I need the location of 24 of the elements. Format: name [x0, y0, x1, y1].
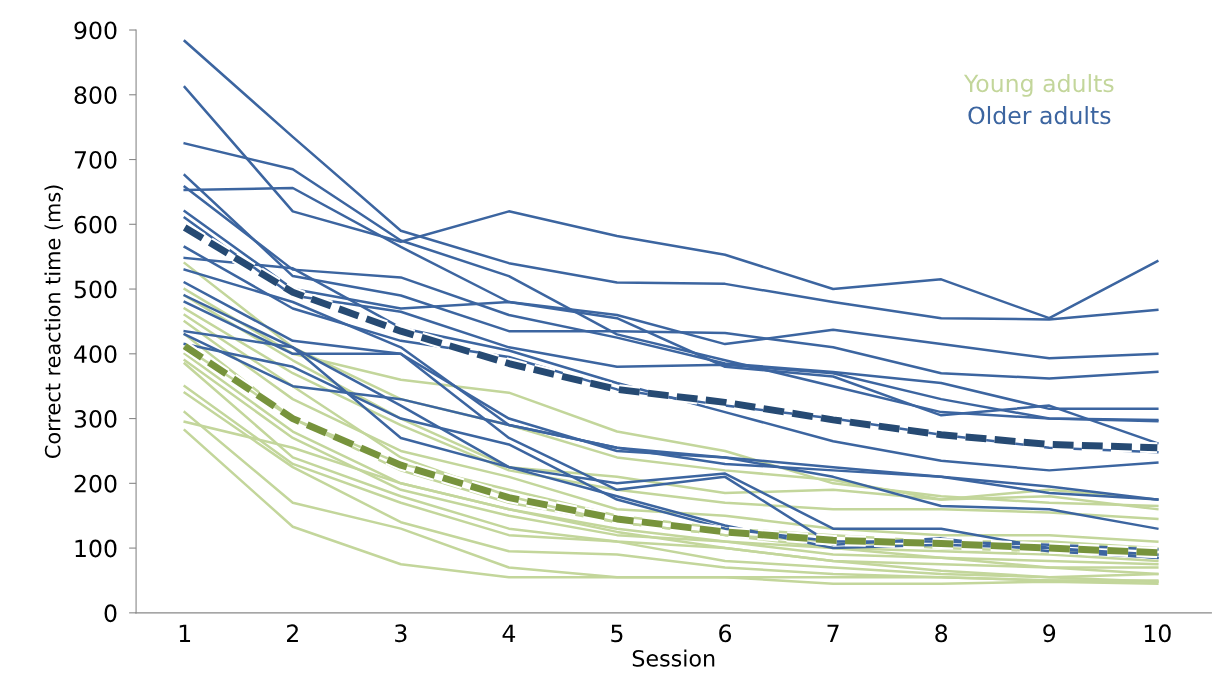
text: Older adults	[968, 106, 1111, 125]
y-tick-label: 300	[74, 410, 117, 428]
x-tick-label: 9	[1043, 624, 1056, 643]
x-tick-label: 7	[827, 624, 839, 642]
y-tick-label: 0	[104, 604, 117, 623]
x-tick-label: 5	[611, 624, 623, 643]
x-tick-label: 4	[502, 624, 516, 642]
y-tick-label: 900	[74, 21, 117, 40]
y-tick-label: 200	[74, 474, 117, 493]
y-tick-label: 500	[74, 280, 117, 299]
y-axis-title: Correct reaction time (ms)	[44, 185, 64, 458]
y-tick-label: 400	[74, 345, 117, 364]
x-axis-title: Session	[632, 649, 715, 667]
x-tick-label: 8	[935, 624, 948, 643]
y-tick-label: 800	[74, 86, 117, 105]
y-tick-label: 700	[74, 150, 117, 169]
text: Young adults	[963, 73, 1114, 97]
x-tick-label: 3	[395, 624, 407, 643]
y-tick-label: 100	[75, 539, 117, 558]
y-tick-label: 600	[74, 215, 117, 234]
x-tick-label: 6	[719, 624, 732, 643]
x-tick-label: 1	[179, 624, 191, 642]
x-tick-label: 2	[287, 624, 298, 642]
x-tick-label: 10	[1144, 624, 1171, 643]
